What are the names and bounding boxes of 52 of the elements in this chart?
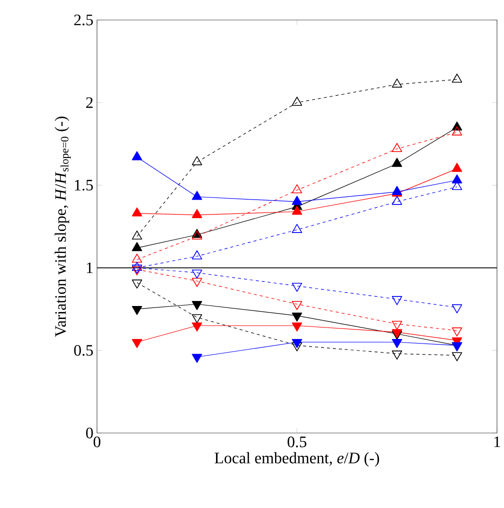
point (292, 338, 302, 348)
point (292, 301, 302, 310)
point (192, 270, 202, 279)
y-tick-label: 2.5 (74, 14, 93, 26)
point (292, 206, 302, 215)
point (132, 306, 142, 315)
point (392, 320, 402, 330)
y-tick-label: 0.5 (74, 344, 93, 356)
point (452, 352, 462, 362)
point (392, 158, 402, 167)
point (132, 151, 142, 160)
point (132, 338, 142, 348)
point (292, 322, 302, 332)
point (452, 174, 462, 184)
x-axis-title: Local embedment, e/D (-) (214, 452, 379, 467)
point (132, 254, 142, 263)
x-tick-label: 1 (494, 436, 500, 448)
point (192, 278, 202, 287)
point (132, 242, 142, 252)
y-tick-label: 2 (86, 97, 92, 108)
y-tick-label: 0 (86, 428, 93, 438)
point (292, 96, 302, 106)
point (192, 190, 202, 200)
point (192, 250, 202, 260)
point (292, 282, 302, 292)
point (192, 156, 202, 166)
point (452, 327, 462, 336)
point (132, 280, 142, 289)
point (452, 304, 462, 314)
point (452, 126, 462, 136)
point (192, 301, 202, 310)
y-tick-label: 1 (86, 262, 92, 274)
point (392, 196, 402, 205)
point (292, 224, 302, 233)
point (292, 196, 302, 205)
point (292, 342, 302, 352)
point (192, 354, 202, 363)
point (132, 230, 142, 240)
point (132, 207, 142, 216)
point (392, 350, 402, 360)
point (392, 296, 402, 306)
point (392, 338, 402, 348)
x-tick-label: 0 (93, 436, 100, 448)
point (192, 322, 202, 332)
point (452, 162, 462, 172)
point (292, 184, 302, 194)
point (192, 209, 202, 218)
y-tick-label: 1.5 (74, 180, 93, 191)
x-tick-label: 0.5 (288, 436, 306, 448)
point (392, 142, 402, 152)
point (292, 312, 302, 322)
point (192, 314, 202, 324)
